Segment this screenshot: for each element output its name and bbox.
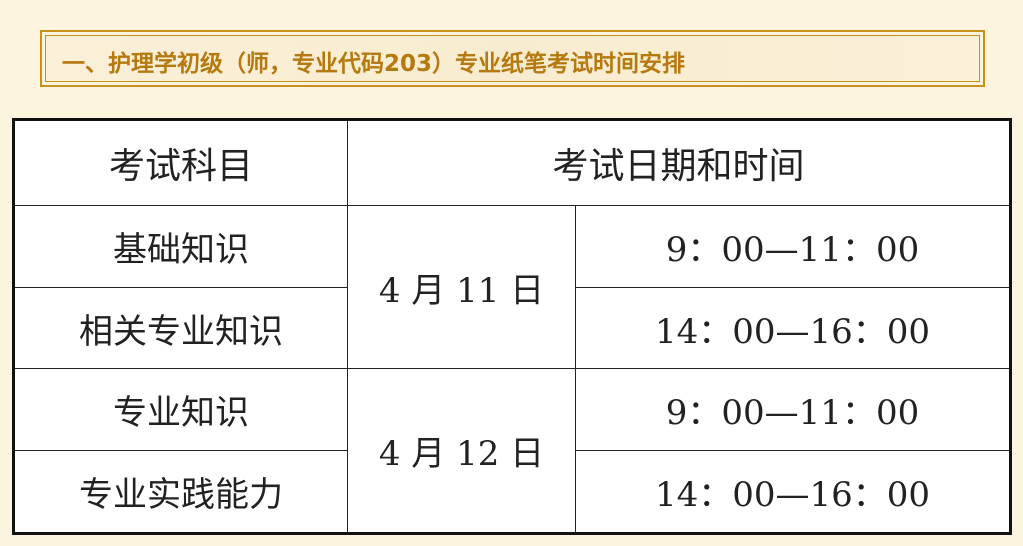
table-header-row: 考试科目 考试日期和时间 <box>13 119 1011 206</box>
subject-cell: 专业实践能力 <box>13 450 348 534</box>
time-cell: 9：00—11：00 <box>575 204 1011 288</box>
section-title-box: 一、护理学初级（师，专业代码203）专业纸笔考试时间安排 <box>40 30 985 87</box>
subject-cell: 专业知识 <box>13 368 348 452</box>
subject-cell: 相关专业知识 <box>13 286 348 370</box>
time-cell: 9：00—11：00 <box>575 368 1011 452</box>
exam-schedule-table: 考试科目 考试日期和时间 基础知识 4 月 11 日 9：00—11：00 相关… <box>12 118 1012 535</box>
header-subject: 考试科目 <box>13 119 348 206</box>
table-row: 专业知识 4 月 12 日 9：00—11：00 <box>13 368 1011 534</box>
time-cell: 14：00—16：00 <box>575 450 1011 534</box>
time-cell: 14：00—16：00 <box>575 286 1011 370</box>
table-row: 基础知识 4 月 11 日 9：00—11：00 <box>13 204 1011 370</box>
subject-cell: 基础知识 <box>13 204 348 288</box>
header-datetime: 考试日期和时间 <box>347 119 1011 206</box>
section-title: 一、护理学初级（师，专业代码203）专业纸笔考试时间安排 <box>62 51 686 77</box>
table-row: 专业实践能力 14：00—16：00 <box>13 450 1011 534</box>
date-cell: 4 月 11 日 <box>347 204 576 370</box>
date-cell: 4 月 12 日 <box>347 368 576 534</box>
title-inner-border <box>45 35 980 82</box>
